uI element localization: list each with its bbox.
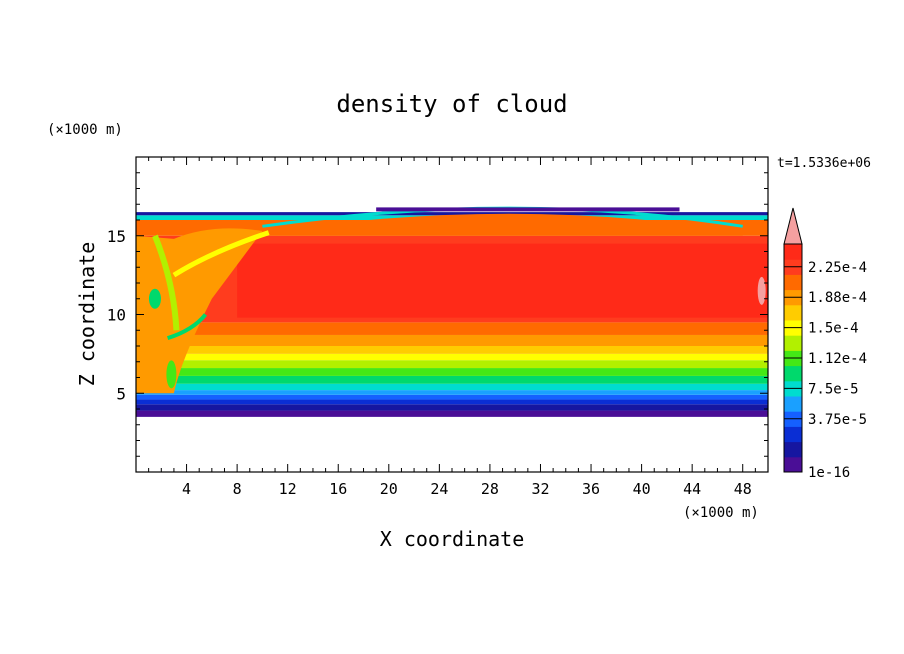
colorbar: 2.25e-4 1.88e-4 1.5e-4 1.12e-4 7.5e-5 3.75e-5…: [783, 207, 867, 481]
x-tick-label: 4: [182, 480, 191, 498]
cloud-core: [237, 243, 768, 318]
cloud-band: [136, 346, 768, 354]
cloud-top-cap: [376, 207, 680, 212]
cloud-band: [136, 334, 768, 346]
cloud-band: [136, 360, 768, 369]
y-tick-label: 5: [116, 384, 126, 403]
y-ticks: 5 10 15: [107, 172, 768, 457]
cloud-band: [136, 383, 768, 391]
colorbar-swatch: [784, 396, 802, 412]
colorbar-swatch: [784, 426, 802, 443]
x-unit-label: (×1000 m): [683, 505, 759, 521]
plume-streak: [152, 234, 180, 331]
x-tick-label: 32: [531, 480, 549, 498]
colorbar-swatch: [784, 456, 802, 473]
x-tick-label: 36: [582, 480, 600, 498]
y-tick-label: 10: [107, 306, 126, 325]
cloud-dome: [262, 213, 743, 236]
colorbar-extend-arrow: [783, 207, 803, 245]
cloud-band: [136, 399, 768, 405]
time-label: t=1.5336e+06: [777, 156, 871, 171]
cloud-band: [136, 212, 768, 216]
x-tick-label: 16: [329, 480, 347, 498]
y-tick-label: 15: [107, 227, 126, 246]
x-tick-label: 28: [481, 480, 499, 498]
x-tick-label: 8: [233, 480, 242, 498]
cloud-band: [136, 390, 768, 395]
plume-blob: [166, 360, 177, 389]
cloud-field: [136, 206, 768, 417]
x-tick-label: 12: [279, 480, 297, 498]
x-tick-label: 24: [430, 480, 448, 498]
cloud-band: [136, 322, 768, 335]
x-tick-label: 44: [683, 480, 701, 498]
plume-streak: [167, 313, 208, 341]
colorbar-label: 3.75e-5: [808, 412, 867, 428]
cloud-band: [136, 368, 768, 376]
x-axis-label: X coordinate: [380, 527, 525, 551]
colorbar-swatch: [784, 365, 802, 382]
colorbar-label: 1e-16: [808, 465, 850, 481]
plume-streak: [172, 230, 270, 278]
y-unit-label: (×1000 m): [47, 122, 123, 138]
colorbar-label: 1.12e-4: [808, 351, 867, 367]
colorbar-label: 7.5e-5: [808, 381, 859, 397]
x-tick-label: 40: [633, 480, 651, 498]
colorbar-swatch: [784, 304, 802, 321]
colorbar-label: 1.88e-4: [808, 290, 867, 306]
colorbar-swatch: [784, 274, 802, 291]
colorbar-label: 2.25e-4: [808, 260, 867, 276]
colorbar-label: 1.5e-4: [808, 321, 859, 337]
chart-title: density of cloud: [336, 90, 567, 118]
x-tick-label: 48: [734, 480, 752, 498]
edge-blob: [757, 276, 766, 305]
x-tick-label: 20: [380, 480, 398, 498]
cloud-band: [136, 375, 768, 384]
colorbar-swatch: [784, 335, 802, 351]
plume-blob: [148, 288, 161, 309]
x-ticks: 4 8 12 16 20 24 28 32 36 40 44 48: [148, 157, 756, 498]
colorbar-swatch: [784, 244, 802, 260]
cloud-band: [136, 353, 768, 361]
cloud-band: [136, 394, 768, 400]
cloud-band: [136, 404, 768, 411]
colorbar-swatch: [784, 441, 802, 458]
cloud-band: [136, 410, 768, 417]
y-axis-label: Z coordinate: [75, 242, 99, 387]
